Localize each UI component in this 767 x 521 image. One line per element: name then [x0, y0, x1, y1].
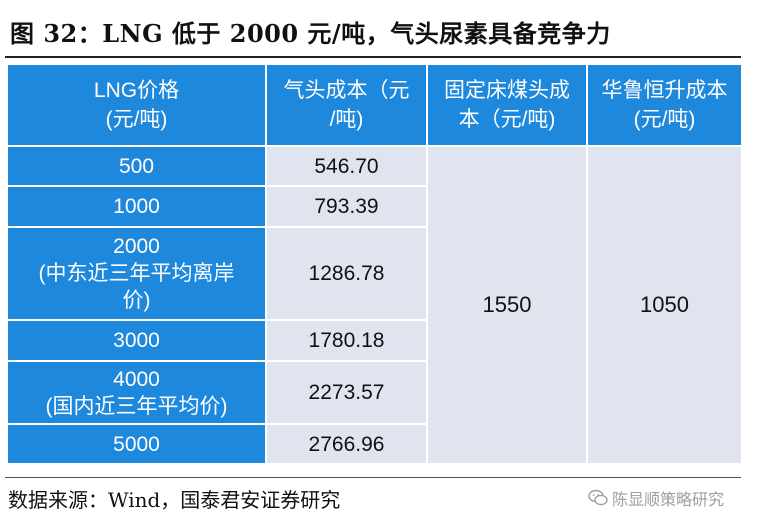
gas-cost-cell: 2766.96	[265, 423, 428, 465]
lng-cost-table: LNG价格 (元/吨) 气头成本（元/吨) 固定床煤头成 本（元/吨) 华鲁恒升成本…	[6, 63, 743, 465]
hualu-cost-cell: 1050	[586, 145, 743, 465]
lng-price-cell: 3000	[6, 319, 267, 362]
table-row: 1000 793.39	[6, 185, 742, 228]
gas-cost-cell: 546.70	[265, 145, 428, 187]
table-row: 5000 2766.96	[6, 423, 742, 465]
gas-cost-cell: 1780.18	[265, 319, 428, 362]
data-source-note: 数据来源：Wind，国泰君安证券研究	[8, 488, 341, 512]
header-gas-cost: 气头成本（元/吨)	[265, 63, 428, 147]
table-row: 4000 (国内近三年平均价) 2273.57	[6, 360, 742, 425]
table-row: 3000 1780.18	[6, 319, 742, 362]
coal-fixed-bed-cost-cell: 1550	[426, 145, 588, 465]
figure-title: 图 32：LNG 低于 2000 元/吨，气头尿素具备竞争力	[10, 19, 611, 48]
wechat-icon	[588, 489, 608, 506]
header-lng-price: LNG价格 (元/吨)	[6, 63, 267, 147]
lng-price-cell: 500	[6, 145, 267, 187]
table-header-row: LNG价格 (元/吨) 气头成本（元/吨) 固定床煤头成 本（元/吨) 华鲁恒升成本…	[6, 63, 743, 147]
lng-price-cell: 2000 (中东近三年平均离岸 价)	[6, 226, 267, 321]
lng-price-cell: 5000	[6, 423, 267, 465]
lng-price-cell: 4000 (国内近三年平均价)	[6, 360, 267, 425]
header-hualu-cost: 华鲁恒升成本 (元/吨)	[586, 63, 743, 147]
watermark: 陈显顺策略研究	[588, 486, 724, 510]
gas-cost-cell: 1286.78	[265, 226, 428, 321]
table-row: 2000 (中东近三年平均离岸 价) 1286.78	[6, 226, 742, 321]
source-divider	[5, 477, 741, 478]
table-row: 500 546.70 1550 1050	[6, 145, 743, 465]
watermark-text: 陈显顺策略研究	[612, 490, 725, 509]
title-divider	[5, 56, 741, 58]
header-coal-fixed-bed-cost: 固定床煤头成 本（元/吨)	[426, 63, 588, 147]
lng-price-cell: 1000	[6, 185, 267, 228]
gas-cost-cell: 793.39	[265, 185, 428, 228]
gas-cost-cell: 2273.57	[265, 360, 428, 425]
